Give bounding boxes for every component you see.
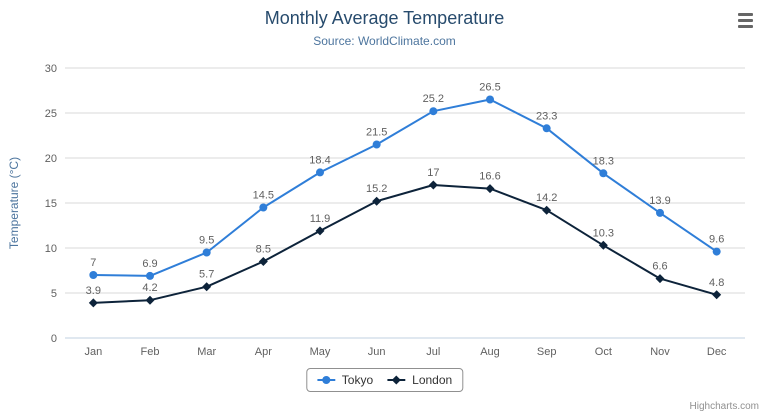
- chart-title: Monthly Average Temperature: [264, 8, 505, 28]
- x-axis-label: Jan: [84, 346, 102, 358]
- point-marker-london[interactable]: [88, 298, 98, 308]
- point-marker-tokyo[interactable]: [656, 208, 664, 217]
- y-axis-label: 30: [45, 63, 57, 75]
- data-label-tokyo: 18.3: [593, 155, 614, 167]
- legend-label-tokyo: Tokyo: [341, 373, 374, 387]
- data-label-london: 3.9: [86, 285, 101, 297]
- point-marker-tokyo[interactable]: [146, 271, 154, 280]
- point-marker-london[interactable]: [542, 205, 552, 215]
- point-marker-london[interactable]: [485, 184, 495, 194]
- legend-item-tokyo[interactable]: Tokyo: [316, 373, 374, 387]
- y-axis-label: 20: [45, 153, 57, 165]
- data-label-london: 16.6: [479, 171, 500, 183]
- data-label-london: 5.7: [199, 269, 214, 281]
- x-axis-label: Dec: [707, 346, 727, 358]
- legend-marker-tokyo-icon: [316, 376, 335, 384]
- point-marker-london[interactable]: [372, 196, 382, 206]
- point-marker-tokyo[interactable]: [486, 95, 494, 104]
- data-label-tokyo: 6.9: [142, 258, 157, 270]
- y-axis-label: 25: [45, 108, 57, 120]
- data-label-london: 15.2: [366, 183, 387, 195]
- data-label-tokyo: 9.6: [709, 234, 724, 246]
- data-label-london: 17: [427, 167, 439, 179]
- point-marker-tokyo[interactable]: [372, 140, 381, 149]
- data-label-tokyo: 14.5: [253, 190, 274, 202]
- credits-link[interactable]: Highcharts.com: [689, 401, 759, 412]
- data-label-london: 8.5: [256, 244, 271, 256]
- point-marker-tokyo[interactable]: [202, 248, 211, 257]
- series-line-london: [92, 184, 718, 304]
- legend-label-london: London: [412, 373, 453, 387]
- x-axis-label: Mar: [197, 346, 216, 358]
- point-marker-london[interactable]: [598, 240, 608, 250]
- y-axis-label: 0: [51, 333, 57, 345]
- hamburger-menu-icon[interactable]: [733, 10, 757, 30]
- x-axis-label: Nov: [650, 346, 670, 358]
- hamburger-bar: [737, 12, 753, 16]
- data-label-tokyo: 26.5: [479, 82, 500, 94]
- legend: Tokyo London: [305, 368, 464, 392]
- chart-subtitle: Source: WorldClimate.com: [313, 34, 456, 48]
- point-marker-tokyo[interactable]: [316, 168, 324, 177]
- x-axis-label: Jun: [368, 346, 386, 358]
- data-label-london: 4.8: [709, 277, 724, 289]
- y-axis-label: 5: [51, 288, 57, 300]
- y-axis-label: 15: [45, 198, 57, 210]
- x-axis-label: Feb: [141, 346, 160, 358]
- point-marker-london[interactable]: [315, 226, 325, 236]
- data-label-london: 4.2: [142, 282, 157, 294]
- hamburger-bar: [737, 18, 753, 22]
- data-label-tokyo: 7: [90, 257, 96, 269]
- x-axis-label: Oct: [595, 346, 612, 358]
- legend-item-london[interactable]: London: [387, 373, 452, 387]
- x-axis-label: Sep: [537, 346, 557, 358]
- y-axis-label: 10: [45, 243, 57, 255]
- point-marker-london[interactable]: [712, 290, 722, 300]
- point-marker-london[interactable]: [145, 295, 155, 305]
- data-label-tokyo: 25.2: [423, 93, 444, 105]
- point-marker-tokyo[interactable]: [712, 247, 721, 256]
- point-marker-tokyo[interactable]: [429, 107, 438, 116]
- series-line-tokyo: [92, 98, 718, 277]
- point-marker-london[interactable]: [258, 257, 268, 266]
- point-marker-tokyo[interactable]: [599, 169, 608, 178]
- data-label-london: 11.9: [310, 213, 331, 225]
- x-axis-label: Aug: [480, 346, 500, 358]
- point-marker-london[interactable]: [428, 180, 438, 190]
- point-marker-london[interactable]: [202, 282, 212, 292]
- point-marker-london[interactable]: [655, 274, 665, 284]
- point-marker-tokyo[interactable]: [542, 124, 551, 133]
- hamburger-bar: [737, 24, 753, 28]
- legend-marker-london-icon: [387, 375, 406, 385]
- data-label-tokyo: 18.4: [309, 154, 330, 166]
- x-axis-label: Jul: [426, 346, 440, 358]
- data-label-london: 10.3: [593, 227, 614, 239]
- data-label-london: 14.2: [536, 192, 557, 204]
- data-label-tokyo: 13.9: [649, 195, 670, 207]
- point-marker-tokyo[interactable]: [89, 271, 98, 279]
- data-label-tokyo: 23.3: [536, 110, 557, 122]
- data-label-london: 6.6: [652, 261, 667, 273]
- x-axis-label: Apr: [255, 346, 272, 358]
- data-label-tokyo: 9.5: [199, 235, 214, 247]
- x-axis-label: May: [310, 346, 331, 358]
- point-marker-tokyo[interactable]: [259, 203, 268, 212]
- data-label-tokyo: 21.5: [366, 127, 387, 139]
